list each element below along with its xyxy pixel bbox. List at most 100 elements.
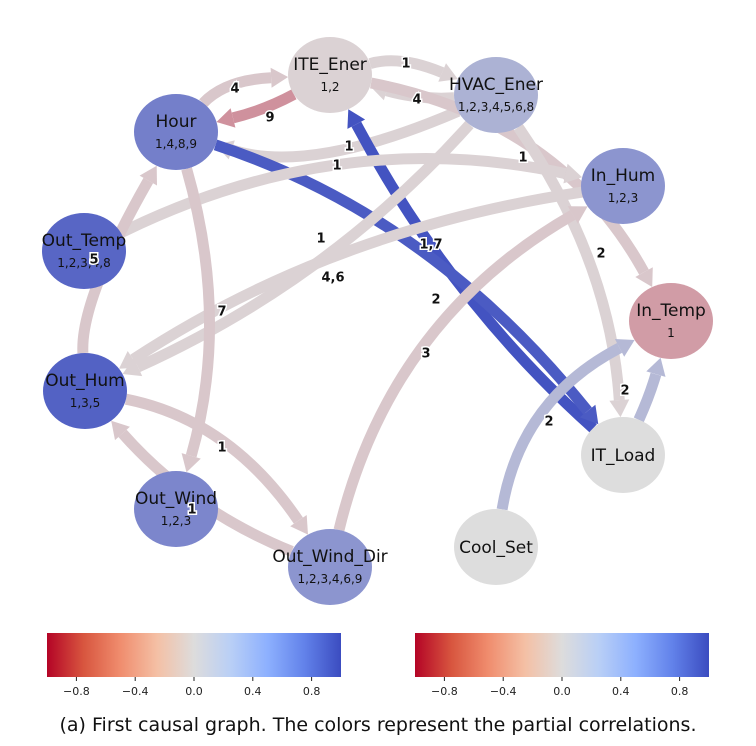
edge-label: 2 [620,384,629,399]
node-ellipse [581,417,665,493]
edge-In_Hum-to-Out_Hum [130,186,583,364]
node-sublabel: 1 [667,326,675,340]
edge-Hour-to-ITE_Ener [199,72,272,108]
node-Out_Wind_Dir: Out_Wind_Dir 1,2,3,4,6,9 [272,529,388,605]
node-sublabel: 1,2,3 [161,514,192,528]
edge-arrowhead [609,399,630,418]
node-label: In_Temp [636,301,706,321]
edge-IT_Load-to-In_Temp [633,372,662,423]
node-sublabel: 1,3,5 [70,396,101,410]
edge-arrowhead [216,108,236,128]
edge-arrowhead [614,339,635,357]
node-ellipse [454,509,538,585]
edge-arrowhead [567,206,588,224]
edge-label: 5 [89,253,98,268]
colorbar-gradient [415,633,709,677]
edge-label: 9 [265,111,274,126]
node-ITE_Ener: ITE_Ener 1,2 [288,37,372,113]
edge-ITE_Ener-to-Hour [231,89,297,124]
edge-arrowhead [579,404,599,425]
edge-label: 1 [344,140,353,155]
node-Out_Hum: Out_Hum 1,3,5 [43,353,127,429]
edge-HVAC_Ener-to-Out_Hum [135,120,474,373]
edge-arrowhead [438,63,458,82]
colorbar-tick-label: 0.0 [185,685,203,698]
edge-label: 3 [421,347,430,362]
node-Hour: Hour 1,4,8,9 [134,94,218,170]
colorbar-tick-label: −0.4 [490,685,517,698]
colorbar-tick-label: 0.4 [244,685,262,698]
node-label: Cool_Set [459,538,533,558]
node-label: In_Hum [591,166,655,186]
edge-arrowhead [563,163,583,184]
edge-label: 7 [217,305,226,320]
colorbar-tick-label: 0.4 [612,685,630,698]
edge-arrowhead [111,420,130,441]
edge-label: 4 [230,82,239,97]
node-label: ITE_Ener [293,55,367,75]
edge-label: 1 [518,151,527,166]
edge-ITE_Ener-to-HVAC_Ener [368,55,445,78]
causal-graph: ITE_Ener 1,2 HVAC_Ener 1,2,3,4,5,6,8 Hour 1,4… [42,37,713,698]
edge-label: 1 [187,503,196,518]
node-sublabel: 1,2,3,4,6,9 [298,572,363,586]
edge-Out_Hum-to-Out_Wind_Dir [124,393,303,524]
edge-Cool_Set-to-In_Temp [496,343,623,511]
node-ellipse [134,94,218,170]
edge-label: 1 [332,159,341,174]
colorbar-tick-label: −0.4 [122,685,149,698]
edge-HVAC_Ener-to-IT_Load [513,124,625,401]
node-In_Temp: In_Temp 1 [629,283,713,359]
edge-Out_Temp-to-In_Hum [118,153,567,238]
edge-label: 1 [217,441,226,456]
node-ellipse [581,148,665,224]
edge-label: 1 [401,57,410,72]
node-ellipse [134,471,218,547]
edge-arrowhead [290,515,308,535]
edge-arrowhead [646,357,666,377]
node-ellipse [42,213,126,289]
node-label: HVAC_Ener [449,75,543,95]
node-ellipse [288,37,372,113]
node-Cool_Set: Cool_Set [454,509,538,585]
nodes-layer: ITE_Ener 1,2 HVAC_Ener 1,2,3,4,5,6,8 Hour 1,4… [42,37,713,605]
node-sublabel: 1,4,8,9 [155,137,197,151]
node-label: Out_Temp [42,231,127,251]
node-ellipse [629,283,713,359]
colorbar-2: −0.8 −0.4 0.0 0.4 0.8 [415,633,709,698]
node-sublabel: 1,2,3 [608,191,639,205]
node-ellipse [288,529,372,605]
node-sublabel: 1,2,3,4,5,6,8 [458,100,534,114]
colorbar-tick-label: 0.0 [553,685,571,698]
edge-arrowhead [181,453,201,473]
colorbar-tick-label: 0.8 [671,685,689,698]
edge-label: 1,7 [419,238,442,253]
figure-caption: (a) First causal graph. The colors repre… [59,714,697,736]
node-label: Out_Hum [45,371,124,391]
edge-label: 2 [431,293,440,308]
edge-arrowhead [635,267,653,287]
node-ellipse [43,353,127,429]
edge-label: 4 [412,93,421,108]
node-label: Out_Wind [135,489,217,509]
node-label: Hour [156,112,197,132]
colorbars-layer: −0.8 −0.4 0.0 0.4 0.8 −0.8 −0.4 0.0 0.4 0.8 [47,633,709,698]
edge-Hour-to-Out_Wind [181,167,215,458]
colorbar-tick-label: −0.8 [431,685,458,698]
edge-arrowhead [270,67,289,88]
colorbar-tick-label: 0.8 [303,685,321,698]
edge-arrowhead [122,357,143,377]
edge-Out_Wind_Dir-to-In_Hum [333,210,576,532]
node-IT_Load: IT_Load [581,417,665,493]
colorbar-gradient [47,633,341,677]
colorbar-tick-label: −0.8 [63,685,90,698]
node-sublabel: 1,2,3,4,8 [57,256,110,270]
edge-label: 2 [596,247,605,262]
edges-layer [77,55,666,557]
edge-label: 1 [316,232,325,247]
edge-arrowhead [139,165,157,186]
edge-label: 2 [544,415,553,430]
node-In_Hum: In_Hum 1,2,3 [581,148,665,224]
edge-label: 4,6 [321,271,344,286]
